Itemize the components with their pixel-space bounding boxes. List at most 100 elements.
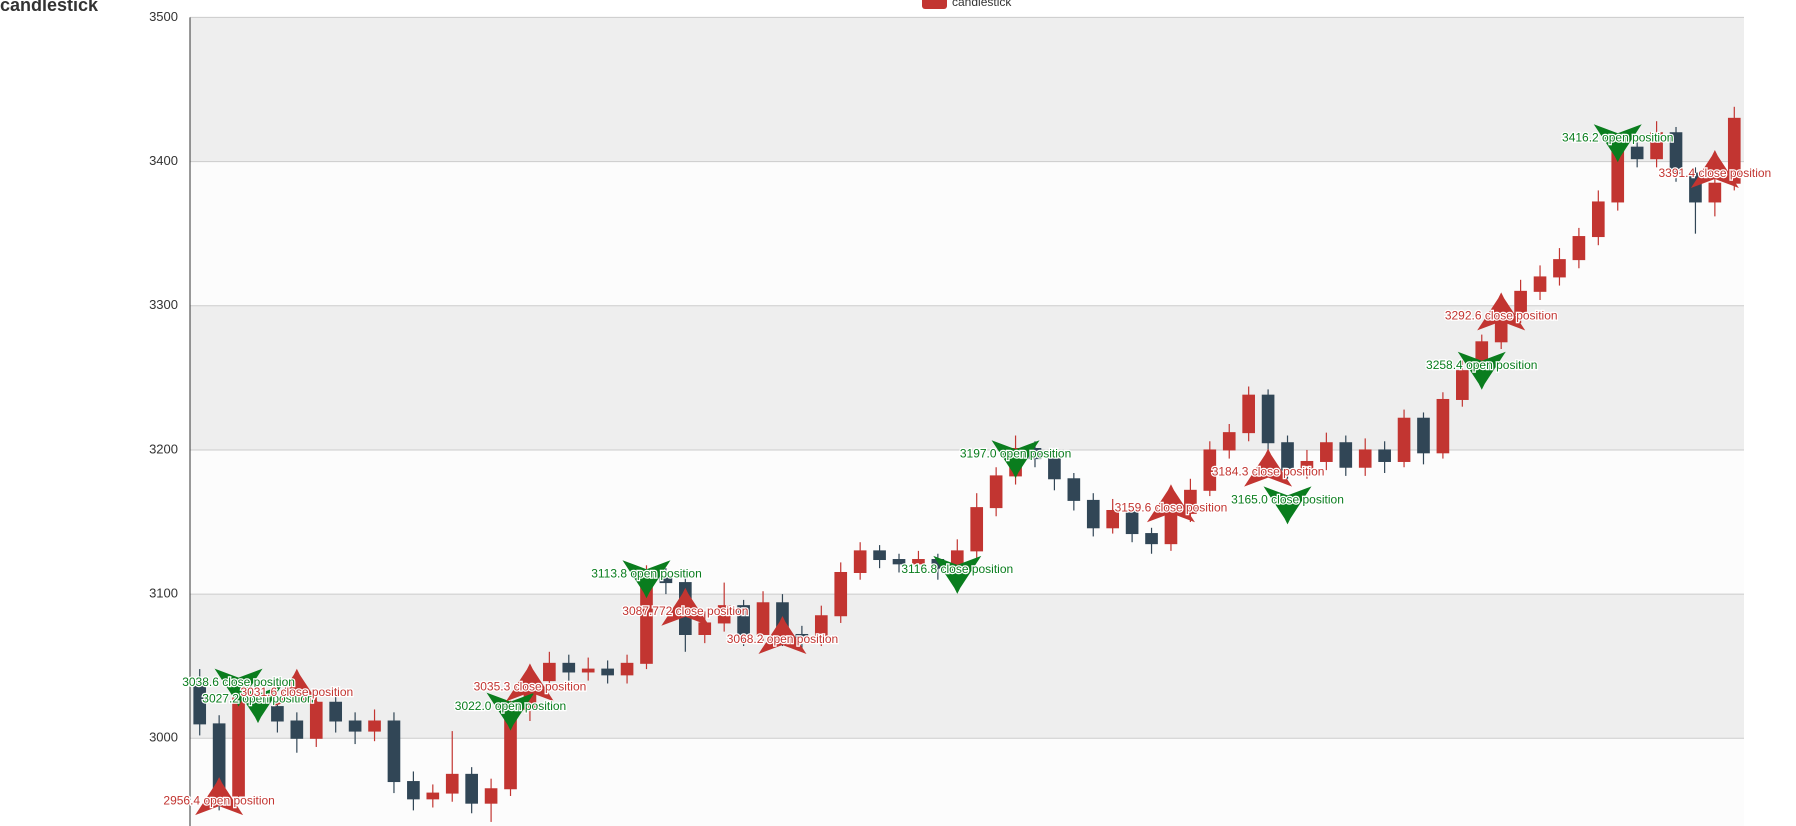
marker-label: 3159.6 close position bbox=[1115, 500, 1228, 514]
position-marker bbox=[1593, 124, 1642, 163]
candle-body bbox=[1339, 442, 1353, 468]
candle-body bbox=[271, 706, 284, 722]
marker-labels: 2956.4 open position 3038.6 close positio… bbox=[162, 129, 1772, 808]
candle-body bbox=[1417, 417, 1430, 454]
marker-label: 3022.0 open position bbox=[455, 699, 566, 713]
marker-label: 3258.4 open position bbox=[1426, 358, 1537, 372]
legend-label: candlestick bbox=[952, 0, 1012, 9]
candle-body bbox=[1184, 489, 1197, 514]
marker-label: 3292.6 close position bbox=[1445, 309, 1558, 323]
position-marker bbox=[1263, 486, 1312, 525]
candle-body bbox=[368, 720, 381, 732]
candle-body bbox=[1456, 370, 1469, 400]
marker-label: 3416.2 open position bbox=[1562, 130, 1673, 144]
split-area bbox=[190, 161, 1744, 306]
candle-body bbox=[1514, 290, 1527, 315]
position-marker bbox=[758, 615, 807, 654]
candle-body bbox=[1281, 442, 1294, 471]
marker-label: 3197.0 open position bbox=[960, 446, 1071, 460]
candle-body bbox=[873, 550, 886, 561]
candle-body bbox=[348, 720, 362, 732]
marker-label: 3087.772 close position bbox=[622, 604, 748, 618]
candle-body bbox=[1591, 201, 1605, 238]
position-marker bbox=[486, 692, 535, 731]
candle-body bbox=[1553, 259, 1566, 278]
candle-body bbox=[1222, 432, 1236, 451]
position-marker bbox=[622, 560, 671, 599]
marker-label: 3038.6 close position bbox=[182, 675, 295, 689]
candle-body bbox=[1067, 478, 1081, 501]
marker-label: 3391.4 close position bbox=[1658, 166, 1771, 180]
candle-body bbox=[1650, 132, 1663, 160]
candle-body bbox=[232, 694, 245, 797]
position-marker bbox=[195, 777, 244, 816]
candle-body bbox=[1048, 458, 1061, 480]
candle-body bbox=[465, 773, 478, 804]
legend-swatch bbox=[922, 0, 947, 9]
position-marker bbox=[933, 555, 982, 594]
candle-body bbox=[1261, 394, 1275, 444]
position-marker bbox=[991, 440, 1040, 479]
candle-body bbox=[1533, 276, 1547, 292]
candle-body bbox=[1106, 509, 1120, 529]
marker-label: 3031.6 close position bbox=[240, 685, 353, 699]
candle-body bbox=[1397, 417, 1411, 462]
candle-body bbox=[1572, 236, 1586, 261]
candle-body bbox=[1203, 449, 1217, 491]
candle-body bbox=[717, 605, 731, 624]
position-marker bbox=[505, 663, 554, 702]
y-tick-label: 3100 bbox=[149, 586, 178, 601]
candle-body bbox=[562, 662, 576, 673]
candle-body bbox=[426, 792, 440, 800]
marker-label: 3068.2 open position bbox=[727, 632, 838, 646]
marker-label: 3027.2 open position bbox=[202, 691, 313, 705]
candle-body bbox=[989, 475, 1003, 509]
candle-body bbox=[1378, 449, 1391, 462]
candle-body bbox=[1300, 460, 1314, 471]
y-tick-label: 3000 bbox=[149, 730, 178, 745]
y-tick-label: 3300 bbox=[149, 297, 178, 312]
candle-body bbox=[834, 571, 848, 617]
candle-body bbox=[853, 550, 867, 573]
candle-body bbox=[1436, 398, 1450, 454]
candle-body bbox=[543, 662, 556, 682]
candle-body bbox=[290, 720, 304, 739]
candle-body bbox=[795, 633, 809, 638]
position-marker bbox=[1477, 292, 1526, 331]
position-marker bbox=[661, 587, 710, 626]
candle-body bbox=[912, 559, 925, 565]
candle-body bbox=[698, 622, 712, 635]
position-marker bbox=[1690, 149, 1739, 188]
candle-body bbox=[620, 662, 634, 676]
position-marker bbox=[233, 685, 282, 724]
marker-label: 3184.3 close position bbox=[1212, 465, 1325, 479]
position-marker bbox=[1457, 351, 1506, 390]
candle-body bbox=[1689, 172, 1702, 203]
plot-background bbox=[190, 17, 1744, 826]
grid: 3000 3100 3200 3300 3400 3500 bbox=[149, 9, 1744, 826]
candle-body bbox=[970, 507, 984, 552]
candle-body bbox=[407, 781, 420, 800]
candle-body bbox=[1145, 533, 1158, 545]
split-area bbox=[190, 738, 1744, 826]
candle-body bbox=[1358, 449, 1372, 468]
candle-body bbox=[814, 615, 828, 638]
position-marker bbox=[1146, 484, 1195, 523]
candle-body bbox=[737, 605, 750, 635]
candle-body bbox=[1086, 499, 1100, 529]
candle-body bbox=[601, 668, 614, 676]
candle-body bbox=[1630, 146, 1644, 160]
position-marker bbox=[272, 668, 321, 707]
candle-body bbox=[659, 576, 673, 584]
marker-label: 3035.3 close position bbox=[474, 680, 587, 694]
candle-body bbox=[756, 602, 770, 635]
candle-body bbox=[892, 559, 906, 565]
candle-body bbox=[387, 720, 401, 783]
plot-area bbox=[193, 106, 1741, 822]
candle-body bbox=[1125, 509, 1139, 535]
marker-label: 3165.0 close position bbox=[1231, 493, 1344, 507]
candle-body bbox=[1242, 394, 1255, 434]
candle-body bbox=[193, 680, 207, 725]
